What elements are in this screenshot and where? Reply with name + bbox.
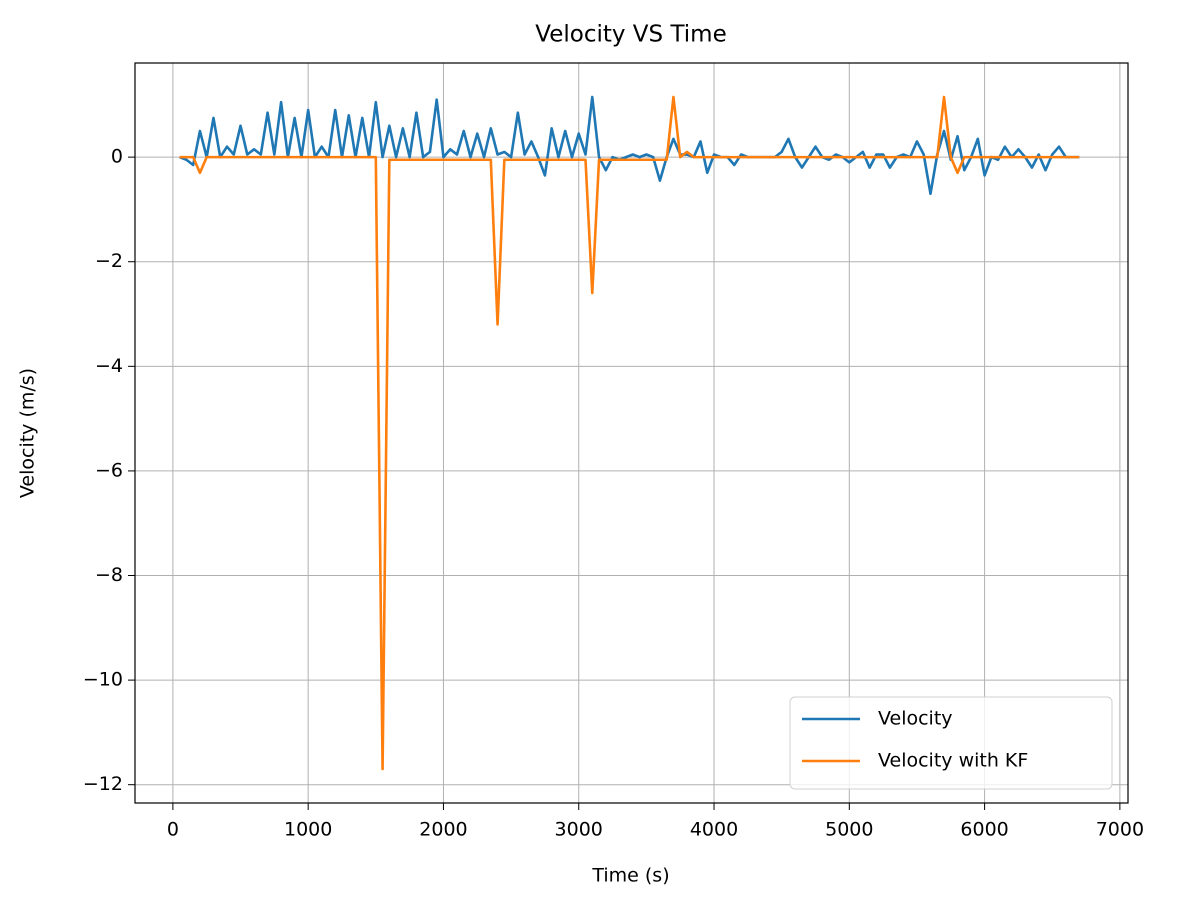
legend-label: Velocity with KF <box>878 750 1028 772</box>
x-tick-label: 1000 <box>284 819 332 841</box>
y-tick-label: −4 <box>95 355 123 377</box>
data-line <box>179 95 1080 196</box>
y-tick-label: 0 <box>111 146 123 168</box>
x-tick-label: 0 <box>167 819 179 841</box>
x-tick-label: 5000 <box>825 819 873 841</box>
x-tick-label: 3000 <box>555 819 603 841</box>
x-tick-label: 4000 <box>690 819 738 841</box>
y-axis-label: Velocity (m/s) <box>17 368 39 498</box>
plot-frame <box>134 62 1129 804</box>
x-tick-label: 2000 <box>419 819 467 841</box>
y-tick-label: −12 <box>83 773 123 795</box>
x-tick-label: 7000 <box>1096 819 1144 841</box>
y-tick-label: −2 <box>95 250 123 272</box>
y-tick-label: −6 <box>95 459 123 481</box>
legend-label: Velocity <box>878 708 953 730</box>
y-tick-label: −8 <box>95 564 123 586</box>
y-tick-label: −10 <box>83 669 123 691</box>
x-axis-label: Time (s) <box>591 865 669 887</box>
legend-box <box>789 696 1113 790</box>
data-line <box>179 95 1080 771</box>
x-tick-label: 6000 <box>960 819 1008 841</box>
chart-title: Velocity VS Time <box>535 22 726 48</box>
